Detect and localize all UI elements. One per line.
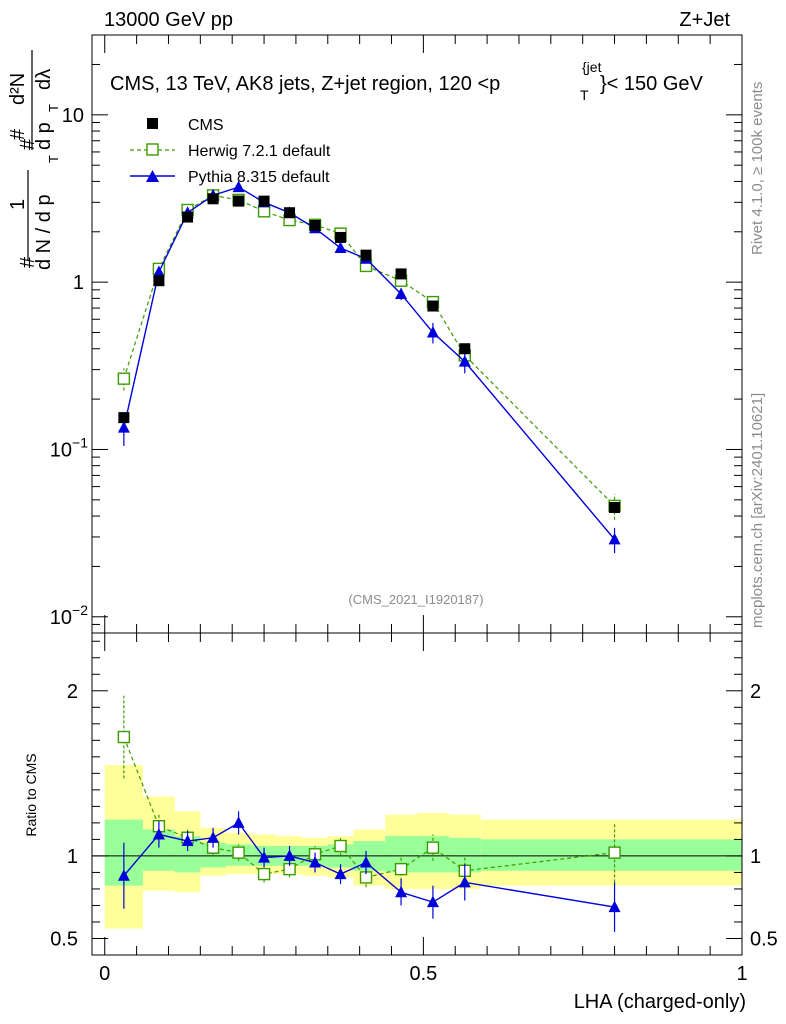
ratio-pythia-point	[309, 856, 322, 868]
ylabel-dN-dpT: d N / d p	[33, 194, 55, 270]
ratio-y-tick-label-right: 2	[750, 681, 761, 703]
ratio-y-axis-label: Ratio to CMS	[23, 753, 39, 836]
main-pythia-point	[458, 355, 471, 367]
title-subscript: T	[580, 87, 589, 103]
ratio-bands-layer	[104, 765, 742, 929]
main-cms-point	[153, 275, 165, 287]
energy-label: 13000 GeV pp	[104, 9, 233, 31]
ratio-y-tick-label-left: 2	[67, 681, 78, 703]
main-pythia-point	[334, 241, 347, 253]
legend: CMS Herwig 7.2.1 default Pythia 8.315 de…	[130, 117, 331, 186]
legend-herwig-marker	[146, 143, 159, 156]
series-layer	[117, 180, 621, 932]
main-pythia-point	[117, 421, 130, 433]
ratio-pythia-point	[181, 834, 194, 847]
main-herwig-line	[123, 194, 615, 507]
ylabel-hash-2: #	[17, 138, 39, 150]
title-tail: }< 150 GeV	[600, 73, 704, 95]
main-herwig-point	[257, 205, 271, 218]
main-pythia-point	[232, 180, 245, 193]
main-pythia-point	[152, 265, 165, 277]
main-pythia-line	[123, 186, 616, 540]
main-cms-point	[258, 195, 270, 207]
analysis-watermark: (CMS_2021_I1920187)	[348, 592, 483, 607]
ratio-pythia-line	[123, 821, 615, 908]
ratio-herwig-point	[257, 867, 271, 881]
ratio-pythia-point	[395, 885, 408, 898]
main-cms-point	[427, 300, 439, 312]
ratio-pythia-point	[207, 831, 220, 843]
main-y-axis-label: # 1 d N / d p T # d p T dλ d²N #	[7, 50, 61, 270]
main-pythia-point	[426, 326, 439, 338]
legend-cms-marker	[147, 118, 158, 129]
main-pythia-point	[395, 287, 408, 299]
main-cms-point	[233, 195, 245, 207]
ratio-herwig-point	[117, 730, 131, 744]
x-tick-label: 0	[99, 963, 110, 985]
main-herwig-point	[117, 372, 131, 385]
title-main: CMS, 13 TeV, AK8 jets, Z+jet region, 120…	[110, 73, 500, 95]
main-cms-point	[459, 343, 471, 355]
mcplots-credit-label: mcplots.cern.ch [arXiv:2401.10621]	[749, 393, 766, 628]
main-cms-point	[207, 193, 219, 205]
plot-title: CMS, 13 TeV, AK8 jets, Z+jet region, 120…	[110, 59, 704, 103]
ylabel-T-subscript-2: T	[46, 104, 61, 112]
ylabel-d2N: d²N	[7, 73, 29, 105]
legend-cms-label: CMS	[188, 117, 224, 134]
ylabel-hash-num: #	[7, 128, 29, 140]
ratio-plot-frame	[91, 632, 743, 956]
rivet-version-label: Rivet 4.1.0, ≥ 100k events	[749, 82, 766, 255]
legend-herwig-label: Herwig 7.2.1 default	[188, 143, 331, 160]
main-y-tick-label: 1	[73, 272, 84, 294]
main-cms-point	[335, 231, 347, 243]
ratio-y-tick-label-left: 1	[67, 846, 78, 868]
ratio-pythia-point	[458, 875, 471, 888]
ratio-y-tick-label-right: 0.5	[750, 928, 778, 950]
ylabel-dlambda: dλ	[33, 69, 55, 90]
legend-pythia-label: Pythia 8.315 default	[188, 169, 330, 186]
main-y-tick-label: 10−1	[50, 434, 88, 461]
ratio-pythia-point	[360, 856, 373, 868]
ratio-herwig-point	[608, 846, 621, 859]
frames-layer	[91, 34, 743, 956]
x-tick-label: 0.5	[409, 963, 437, 985]
ratio-y-tick-label-left: 0.5	[50, 928, 78, 950]
ylabel-hash-1: #	[17, 256, 39, 268]
ratio-pythia-point	[334, 867, 347, 880]
ratio-pythia-point	[232, 816, 245, 828]
main-cms-point	[609, 501, 621, 513]
ratio-pythia-point	[608, 900, 621, 913]
x-axis-label: LHA (charged-only)	[574, 991, 746, 1013]
ratio-pythia-point	[426, 895, 439, 908]
ylabel-one: 1	[7, 199, 29, 210]
main-cms-point	[360, 249, 372, 261]
ratio-herwig-point	[232, 846, 245, 859]
main-pythia-point	[608, 532, 621, 545]
main-cms-point	[118, 412, 130, 424]
ratio-pythia-point	[283, 849, 296, 861]
ratio-herwig-point	[334, 839, 347, 853]
ratio-y-tick-label-right: 1	[750, 846, 761, 868]
ylabel-T-subscript: T	[46, 155, 61, 163]
main-cms-point	[309, 220, 321, 232]
main-cms-point	[395, 268, 407, 280]
main-y-tick-label: 10−2	[50, 602, 88, 629]
ratio-herwig-line	[123, 736, 615, 879]
ratio-pythia-point	[152, 827, 165, 840]
main-cms-point	[182, 211, 194, 223]
ratio-pythia-point	[117, 869, 130, 881]
ratio-herwig-point	[394, 862, 408, 876]
process-label: Z+Jet	[679, 9, 730, 31]
title-superscript: {jet	[582, 59, 602, 75]
main-y-tick-label: 10	[62, 105, 84, 127]
legend-pythia-marker	[146, 170, 159, 182]
main-cms-point	[284, 207, 296, 219]
x-tick-label: 1	[736, 963, 747, 985]
ylabel-dpT: d p	[33, 122, 55, 150]
ratio-herwig-point	[426, 841, 440, 854]
ratio-pythia-point	[258, 851, 271, 863]
